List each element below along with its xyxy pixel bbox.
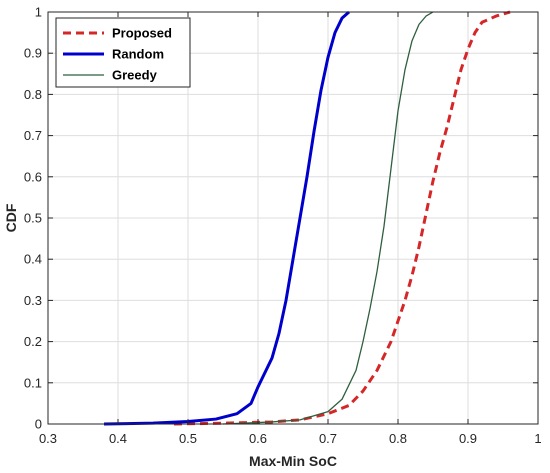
x-axis-title: Max-Min SoC: [249, 453, 337, 469]
series-line-random: [103, 10, 350, 426]
y-tick-label: 0.9: [24, 46, 42, 61]
series-layer: [103, 10, 511, 426]
y-tick-label: 0.3: [24, 293, 42, 308]
x-axis-ticks: 0.3 0.4 0.5 0.6 0.7 0.8 0.9 1: [39, 12, 542, 446]
x-tick-label: 0.9: [459, 431, 477, 446]
x-tick-label: 0.3: [39, 431, 57, 446]
legend-label-proposed: Proposed: [112, 26, 172, 41]
y-tick-label: 0.4: [24, 252, 42, 267]
x-tick-label: 1: [534, 431, 541, 446]
x-tick-label: 0.7: [319, 431, 337, 446]
x-tick-label: 0.5: [179, 431, 197, 446]
legend: Proposed Random Greedy: [55, 17, 191, 88]
y-axis-title: CDF: [3, 203, 19, 232]
y-tick-label: 0: [35, 417, 42, 432]
series-line-greedy: [222, 11, 434, 425]
y-axis-ticks: 0 0.1 0.2 0.3 0.4 0.5 0.6 0.7 0.8 0.9 1: [24, 5, 538, 432]
x-tick-label: 0.6: [249, 431, 267, 446]
y-tick-label: 0.1: [24, 375, 42, 390]
series-line-proposed: [173, 10, 511, 426]
y-tick-label: 0.8: [24, 87, 42, 102]
x-tick-label: 0.8: [389, 431, 407, 446]
y-tick-label: 0.6: [24, 169, 42, 184]
y-tick-label: 0.7: [24, 128, 42, 143]
x-tick-label: 0.4: [109, 431, 127, 446]
y-tick-label: 0.2: [24, 334, 42, 349]
legend-label-greedy: Greedy: [112, 68, 158, 83]
y-tick-label: 1: [35, 5, 42, 20]
legend-label-random: Random: [112, 47, 164, 62]
y-tick-label: 0.5: [24, 211, 42, 226]
